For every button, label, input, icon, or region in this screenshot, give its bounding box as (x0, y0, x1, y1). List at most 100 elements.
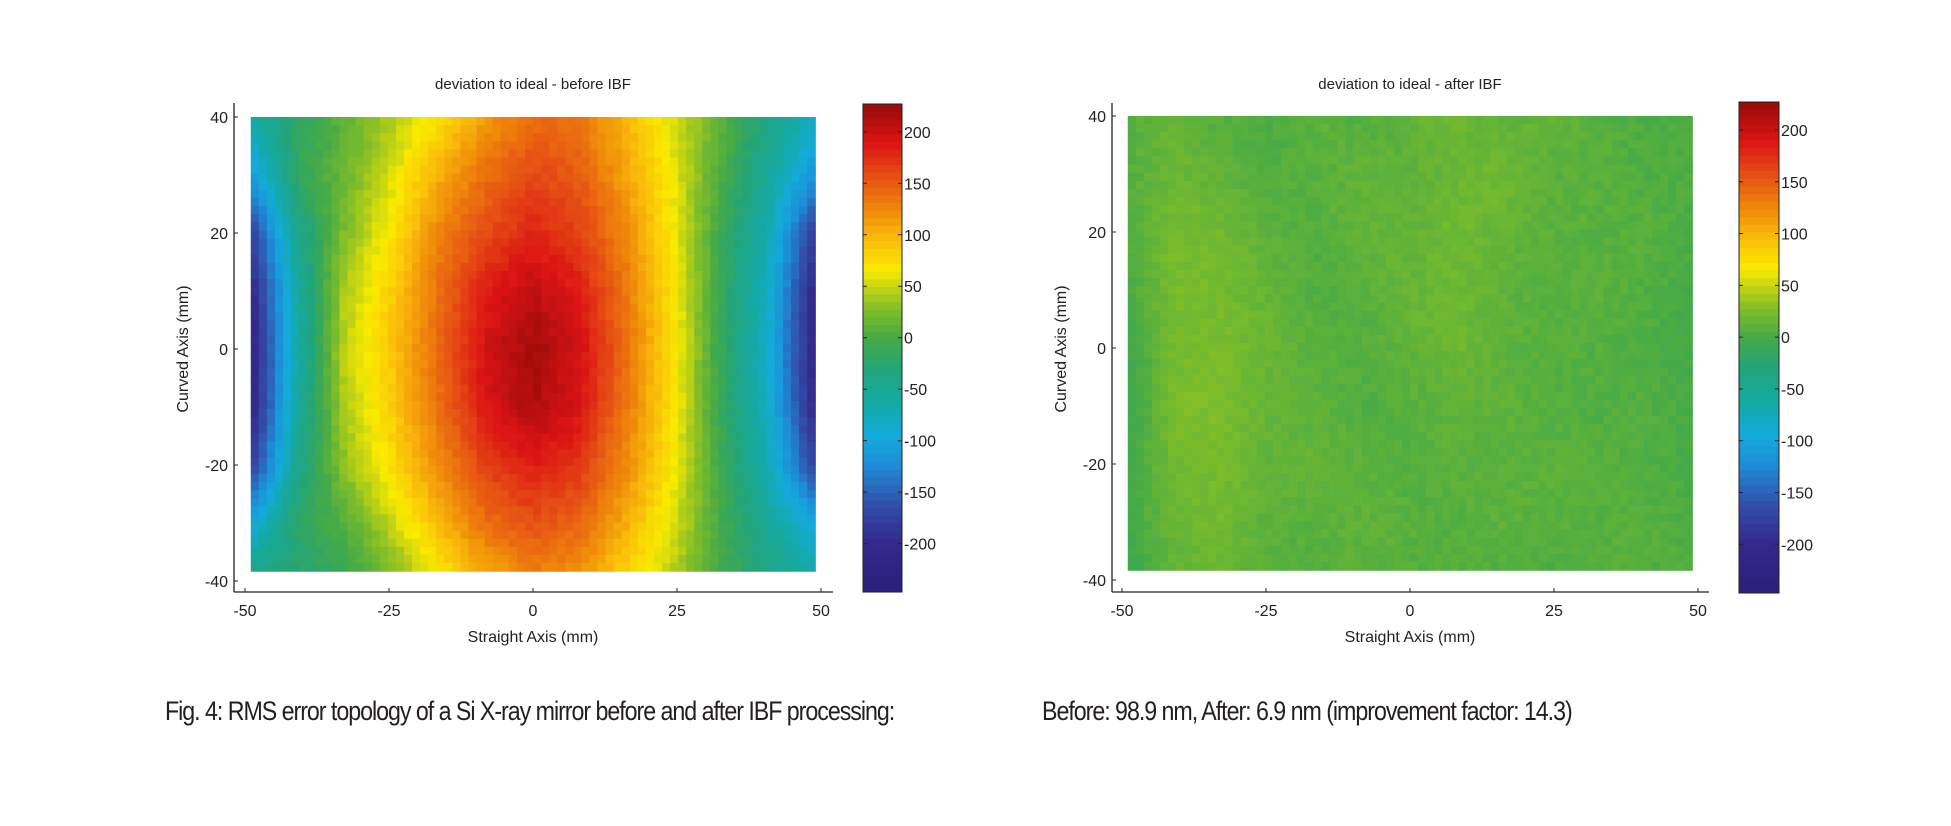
heatmap-cell (258, 206, 268, 215)
heatmap-cell (750, 514, 760, 524)
heatmap-cell (371, 295, 381, 305)
heatmap-cell (1490, 148, 1500, 158)
heatmap-cell (662, 254, 671, 264)
heatmap-cell (758, 327, 768, 337)
heatmap-cell (444, 295, 453, 305)
heatmap-cell (605, 327, 615, 337)
heatmap-cell (1248, 221, 1258, 231)
heatmap-cell (500, 506, 510, 515)
heatmap-cell (299, 254, 308, 264)
heatmap-cell (799, 133, 808, 142)
heatmap-cell (726, 173, 736, 183)
heatmap-cell (710, 117, 720, 126)
heatmap-cell (492, 498, 502, 507)
heatmap-cell (323, 473, 332, 483)
heatmap-cell (395, 335, 405, 345)
heatmap-cell (339, 392, 349, 402)
heatmap-cell (710, 384, 720, 394)
heatmap-cell (1240, 164, 1250, 174)
heatmap-cell (347, 490, 357, 499)
heatmap-cell (379, 262, 389, 272)
heatmap-cell (1305, 205, 1314, 214)
heatmap-cell (589, 425, 599, 434)
heatmap-cell (605, 141, 615, 151)
heatmap-cell (460, 376, 470, 386)
heatmap-cell (573, 457, 582, 467)
heatmap-cell (645, 481, 655, 491)
heatmap-cell (436, 522, 445, 532)
heatmap-cell (807, 457, 816, 467)
heatmap-cell (613, 303, 623, 313)
heatmap-cell (662, 522, 671, 532)
heatmap-cell (1514, 116, 1524, 125)
heatmap-cell (565, 254, 574, 264)
heatmap-cell (291, 400, 300, 410)
heatmap-cell (782, 295, 792, 305)
heatmap-cell (637, 457, 647, 467)
heatmap-cell (645, 230, 655, 240)
heatmap-cell (1442, 205, 1451, 214)
heatmap-cell (339, 287, 349, 297)
heatmap-cell (460, 425, 470, 434)
heatmap-cell (371, 189, 381, 199)
heatmap-cell (1248, 124, 1258, 133)
heatmap-cell (573, 157, 582, 167)
heatmap-cell (807, 530, 816, 540)
heatmap-cell (1619, 213, 1629, 223)
heatmap-cell (1668, 116, 1677, 125)
heatmap-cell (355, 481, 365, 491)
heatmap-cell (428, 481, 437, 491)
heatmap-cell (274, 246, 284, 256)
heatmap-cell (299, 546, 308, 556)
heatmap-cell (291, 408, 300, 418)
heatmap-cell (379, 125, 389, 134)
heatmap-cell (653, 198, 663, 207)
heatmap-cell (1160, 205, 1169, 214)
heatmap-cell (597, 295, 607, 305)
heatmap-cell (266, 246, 276, 256)
heatmap-cell (726, 546, 736, 556)
heatmap-cell (734, 498, 744, 507)
colorbar-band (863, 409, 902, 418)
heatmap-cell (1160, 164, 1169, 174)
heatmap-cell (597, 449, 607, 459)
heatmap-cell (508, 352, 518, 361)
heatmap-cell (1579, 116, 1588, 125)
heatmap-cell (694, 465, 703, 475)
heatmap-cell (403, 457, 413, 467)
heatmap-cell (613, 481, 623, 491)
heatmap-cell (1321, 221, 1330, 231)
heatmap-cell (524, 327, 534, 337)
heatmap-cell (524, 125, 534, 134)
heatmap-cell (291, 352, 300, 361)
heatmap-cell (1506, 172, 1516, 182)
heatmap-cell (1345, 172, 1355, 182)
heatmap-cell (1539, 205, 1548, 214)
heatmap-cell (476, 441, 486, 451)
heatmap-cell (565, 352, 574, 361)
heatmap-cell (694, 433, 703, 442)
heatmap-cell (557, 368, 566, 378)
heatmap-cell (573, 449, 582, 459)
heatmap-cell (742, 465, 752, 475)
heatmap-cell (1256, 172, 1266, 182)
colorbar-band (863, 248, 902, 258)
heatmap-cell (1466, 132, 1476, 141)
heatmap-cell (565, 481, 574, 491)
heatmap-cell (468, 189, 478, 199)
heatmap-cell (774, 238, 784, 248)
heatmap-cell (1410, 156, 1419, 166)
heatmap-cell (412, 360, 421, 369)
heatmap-cell (686, 425, 695, 434)
heatmap-cell (718, 133, 728, 142)
heatmap-cell (363, 465, 373, 475)
heatmap-cell (662, 165, 671, 175)
heatmap-cell (645, 376, 655, 386)
heatmap-cell (468, 295, 478, 305)
heatmap-cell (541, 376, 550, 386)
heatmap-cell (468, 490, 478, 499)
heatmap-cell (484, 498, 494, 507)
heatmap-cell (581, 149, 591, 159)
heatmap-cell (758, 157, 768, 167)
heatmap-cell (484, 481, 494, 491)
